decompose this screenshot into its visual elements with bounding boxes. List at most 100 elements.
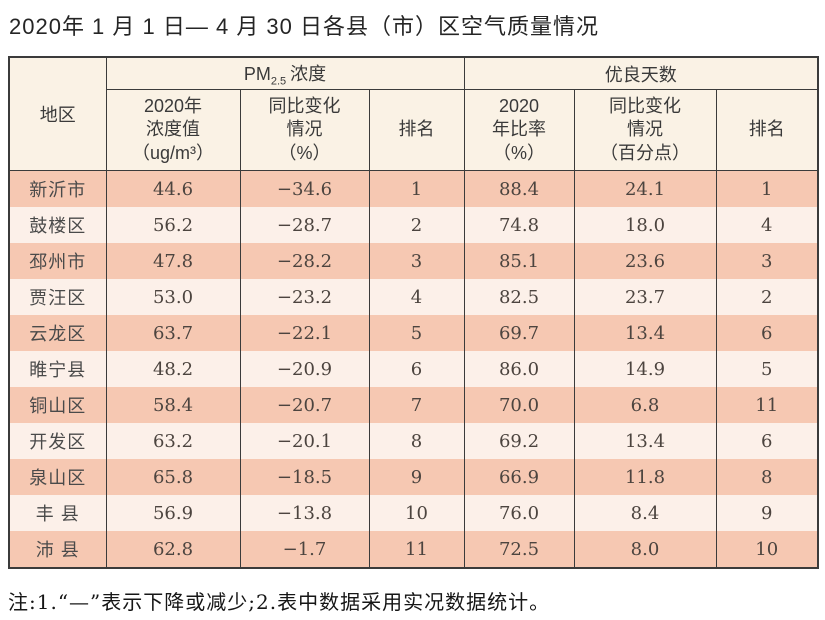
col-header-pm-change: 同比变化 情况 （%） — [239, 89, 370, 171]
cell-region: 丰 县 — [8, 495, 107, 531]
cell-rate: 69.2 — [463, 423, 575, 459]
col-header-rate-rank: 排名 — [715, 89, 819, 171]
cell-pm-change: −1.7 — [239, 531, 370, 568]
cell-pm-rank: 11 — [368, 531, 465, 568]
table-row: 云龙区 63.7 −22.1 5 69.7 13.4 6 — [8, 315, 819, 351]
cell-rate-rank: 2 — [715, 279, 819, 315]
col-header-pm-rank: 排名 — [368, 89, 465, 171]
pm-subscript: 2.5 — [270, 75, 287, 88]
cell-pm-value: 44.6 — [105, 170, 241, 207]
cell-rate-rank: 3 — [715, 243, 819, 279]
cell-pm-rank: 7 — [368, 387, 465, 423]
cell-region: 贾汪区 — [8, 279, 107, 315]
cell-pm-rank: 10 — [368, 495, 465, 531]
cell-rate-change: 18.0 — [573, 207, 717, 243]
cell-region: 新沂市 — [8, 170, 107, 207]
cell-rate-rank: 6 — [715, 315, 819, 351]
cell-region: 鼓楼区 — [8, 207, 107, 243]
cell-pm-value: 48.2 — [105, 351, 241, 387]
cell-pm-change: −34.6 — [239, 170, 370, 207]
air-quality-table: 地区 PM2.5 浓度 优良天数 2020年 浓度值 （ug/m³） 同比变化 情… — [8, 56, 819, 569]
table-header: 地区 PM2.5 浓度 优良天数 2020年 浓度值 （ug/m³） 同比变化 情… — [8, 56, 819, 171]
cell-pm-value: 63.7 — [105, 315, 241, 351]
col-header-pm-value: 2020年 浓度值 （ug/m³） — [105, 89, 241, 171]
page-title: 2020年 1 月 1 日— 4 月 30 日各县（市）区空气质量情况 — [9, 14, 600, 39]
cell-rate-change: 23.6 — [573, 243, 717, 279]
cell-pm-value: 53.0 — [105, 279, 241, 315]
cell-pm-change: −20.1 — [239, 423, 370, 459]
table-row: 新沂市 44.6 −34.6 1 88.4 24.1 1 — [8, 170, 819, 207]
cell-pm-change: −20.7 — [239, 387, 370, 423]
cell-rate: 76.0 — [463, 495, 575, 531]
good-days-label: 优良天数 — [604, 64, 677, 85]
group-header-pm25: PM2.5 浓度 — [105, 56, 465, 90]
cell-rate: 66.9 — [463, 459, 575, 495]
table-row: 邳州市 47.8 −28.2 3 85.1 23.6 3 — [8, 243, 819, 279]
cell-pm-rank: 5 — [368, 315, 465, 351]
table-row: 开发区 63.2 −20.1 8 69.2 13.4 6 — [8, 423, 819, 459]
cell-pm-rank: 4 — [368, 279, 465, 315]
table-body: 新沂市 44.6 −34.6 1 88.4 24.1 1 鼓楼区 56.2 −28.7 2 74.8 1… — [8, 170, 819, 568]
cell-rate: 82.5 — [463, 279, 575, 315]
cell-pm-value: 47.8 — [105, 243, 241, 279]
cell-pm-rank: 8 — [368, 423, 465, 459]
cell-rate-rank: 10 — [715, 531, 819, 568]
cell-rate: 88.4 — [463, 170, 575, 207]
cell-rate-rank: 8 — [715, 459, 819, 495]
cell-rate-rank: 6 — [715, 423, 819, 459]
cell-pm-rank: 1 — [368, 170, 465, 207]
cell-pm-change: −13.8 — [239, 495, 370, 531]
pm-label: 浓度 — [290, 63, 327, 84]
cell-pm-value: 65.8 — [105, 459, 241, 495]
cell-pm-change: −23.2 — [239, 279, 370, 315]
cell-pm-change: −20.9 — [239, 351, 370, 387]
corner-header-region: 地区 — [8, 56, 107, 171]
table-row: 丰 县 56.9 −13.8 10 76.0 8.4 9 — [8, 495, 819, 531]
region-header-label: 地区 — [39, 105, 76, 125]
cell-rate-change: 8.4 — [573, 495, 717, 531]
cell-rate-change: 14.9 — [573, 351, 717, 387]
footnote: 注:1.“—”表示下降或减少;2.表中数据采用实况数据统计。 — [8, 590, 551, 614]
col-header-rate: 2020 年比率 （%） — [463, 89, 575, 171]
cell-pm-value: 63.2 — [105, 423, 241, 459]
pm-prefix: PM — [243, 63, 271, 84]
cell-rate-change: 8.0 — [573, 531, 717, 568]
cell-region: 云龙区 — [8, 315, 107, 351]
table-row: 睢宁县 48.2 −20.9 6 86.0 14.9 5 — [8, 351, 819, 387]
table-row: 鼓楼区 56.2 −28.7 2 74.8 18.0 4 — [8, 207, 819, 243]
table-row: 泉山区 65.8 −18.5 9 66.9 11.8 8 — [8, 459, 819, 495]
group-header-good-days: 优良天数 — [463, 56, 819, 90]
cell-rate: 86.0 — [463, 351, 575, 387]
cell-region: 开发区 — [8, 423, 107, 459]
cell-rate-change: 13.4 — [573, 315, 717, 351]
cell-pm-change: −28.7 — [239, 207, 370, 243]
cell-region: 铜山区 — [8, 387, 107, 423]
col-header-rate-change: 同比变化 情况 （百分点） — [573, 89, 717, 171]
group-header-row: 地区 PM2.5 浓度 优良天数 — [8, 56, 819, 171]
cell-rate-rank: 4 — [715, 207, 819, 243]
table-row: 铜山区 58.4 −20.7 7 70.0 6.8 11 — [8, 387, 819, 423]
cell-rate: 74.8 — [463, 207, 575, 243]
cell-rate-change: 24.1 — [573, 170, 717, 207]
cell-rate-rank: 1 — [715, 170, 819, 207]
table-row: 沛 县 62.8 −1.7 11 72.5 8.0 10 — [8, 531, 819, 568]
cell-region: 睢宁县 — [8, 351, 107, 387]
cell-pm-rank: 9 — [368, 459, 465, 495]
sub-header-row: 2020年 浓度值 （ug/m³） 同比变化 情况 （%） 排名 2020 年比… — [9, 89, 819, 171]
cell-pm-change: −18.5 — [239, 459, 370, 495]
cell-rate-change: 23.7 — [573, 279, 717, 315]
cell-rate-rank: 5 — [715, 351, 819, 387]
cell-pm-value: 56.9 — [105, 495, 241, 531]
cell-rate: 69.7 — [463, 315, 575, 351]
cell-rate-change: 13.4 — [573, 423, 717, 459]
cell-pm-value: 62.8 — [105, 531, 241, 568]
cell-rate-rank: 11 — [715, 387, 819, 423]
cell-region: 泉山区 — [8, 459, 107, 495]
cell-rate: 85.1 — [463, 243, 575, 279]
cell-rate-change: 11.8 — [573, 459, 717, 495]
cell-pm-change: −22.1 — [239, 315, 370, 351]
cell-region: 邳州市 — [8, 243, 107, 279]
cell-rate: 70.0 — [463, 387, 575, 423]
cell-region: 沛 县 — [8, 531, 107, 568]
cell-rate-rank: 9 — [715, 495, 819, 531]
